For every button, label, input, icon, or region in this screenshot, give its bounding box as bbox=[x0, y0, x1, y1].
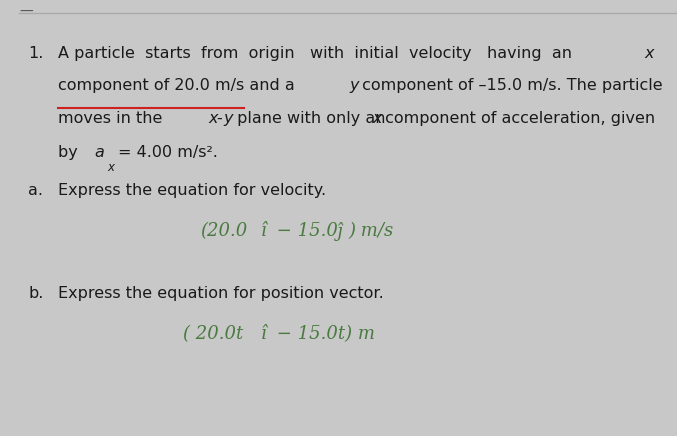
Text: A particle  starts  from  origin   with  initial  velocity   having  an: A particle starts from origin with initi… bbox=[58, 46, 577, 61]
Text: î: î bbox=[261, 325, 266, 343]
Text: b.: b. bbox=[28, 286, 44, 300]
Text: y: y bbox=[223, 111, 233, 126]
Text: ĵ: ĵ bbox=[337, 222, 343, 242]
Text: = 4.00 m/s².: = 4.00 m/s². bbox=[118, 145, 218, 160]
Text: component of 20.0 m/s and a: component of 20.0 m/s and a bbox=[58, 78, 299, 93]
Text: ( 20.0t: ( 20.0t bbox=[183, 325, 243, 343]
Text: -: - bbox=[217, 111, 222, 126]
Text: a.: a. bbox=[28, 183, 43, 198]
Text: x: x bbox=[372, 111, 382, 126]
Text: (20.0: (20.0 bbox=[200, 222, 247, 240]
Text: y: y bbox=[349, 78, 359, 93]
Text: x: x bbox=[645, 46, 654, 61]
Text: î: î bbox=[261, 222, 266, 240]
Text: component of acceleration, given: component of acceleration, given bbox=[380, 111, 655, 126]
Text: component of –15.0 m/s. The particle: component of –15.0 m/s. The particle bbox=[357, 78, 663, 93]
Text: Express the equation for position vector.: Express the equation for position vector… bbox=[58, 286, 383, 300]
Text: a: a bbox=[95, 145, 104, 160]
Text: Express the equation for velocity.: Express the equation for velocity. bbox=[58, 183, 326, 198]
Text: plane with only an: plane with only an bbox=[232, 111, 390, 126]
Text: − 15.0t) m: − 15.0t) m bbox=[271, 325, 375, 343]
Text: —: — bbox=[19, 4, 32, 18]
Text: − 15.0: − 15.0 bbox=[271, 222, 338, 240]
Text: moves in the: moves in the bbox=[58, 111, 167, 126]
Text: ) m/s: ) m/s bbox=[348, 222, 393, 240]
Text: 1.: 1. bbox=[28, 46, 44, 61]
Text: x: x bbox=[107, 161, 114, 174]
Text: by: by bbox=[58, 145, 83, 160]
Text: x: x bbox=[209, 111, 218, 126]
